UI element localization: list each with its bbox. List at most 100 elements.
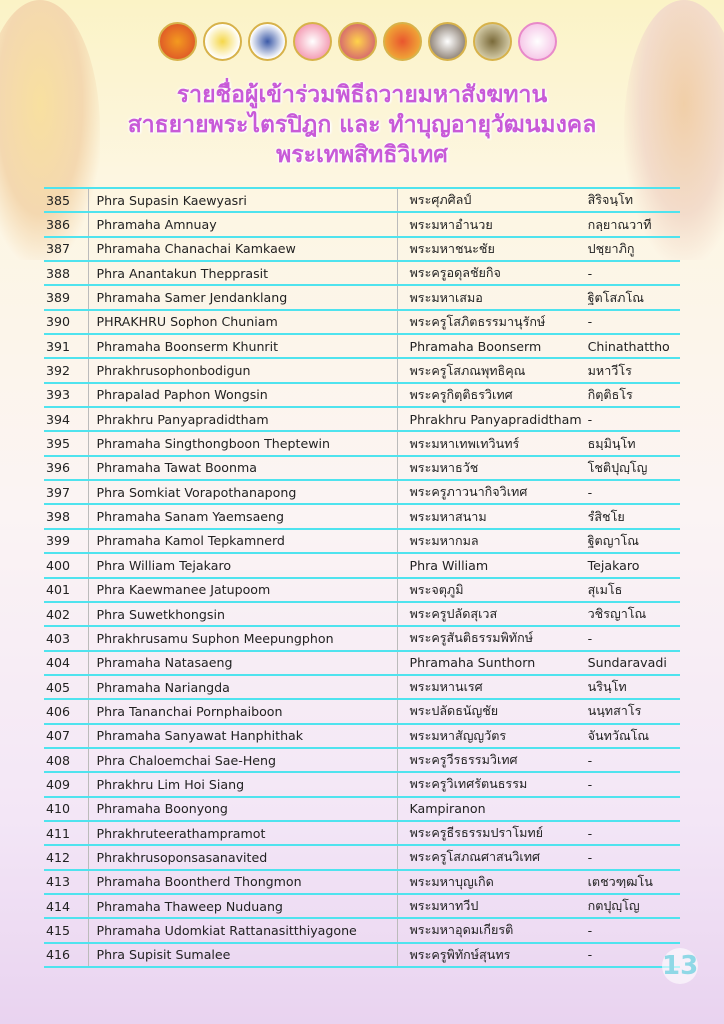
thai-name: พระมหาสนาม <box>397 504 582 530</box>
english-name: Phramaha Boonyong <box>88 796 398 822</box>
row-number: 403 <box>44 626 89 652</box>
pali-name: ธมฺมินฺโท <box>581 431 680 457</box>
thai-name: พระมหาเสมอ <box>397 285 582 311</box>
logo-emblem <box>293 22 332 61</box>
english-name: Phramaha Udomkiat Rattanasitthiyagone <box>88 918 398 944</box>
pali-name: นนฺทสาโร <box>581 699 680 725</box>
pali-name: Tejakaro <box>581 553 680 579</box>
row-number: 391 <box>44 334 89 360</box>
organization-logos <box>158 22 557 61</box>
table-row: 398 Phramaha Sanam Yaemsaeng พระมหาสนาม รํส… <box>44 504 680 530</box>
thai-name: พระมหากมล <box>397 528 582 555</box>
pali-name: จันทวัณโณ <box>581 723 680 749</box>
english-name: Phrakhru Lim Hoi Siang <box>88 772 398 798</box>
table-row: 390 PHRAKHRU Sophon Chuniam พระครูโสภิตธรร… <box>44 309 680 336</box>
pali-name: - <box>581 747 680 774</box>
thai-name: พระครูภาวนากิจวิเทศ <box>397 480 582 506</box>
table-row: 405 Phramaha Nariangda พระมหานเรศ นรินฺโท <box>44 674 680 701</box>
row-number: 393 <box>44 382 89 409</box>
english-name: Phra Kaewmanee Jatupoom <box>88 577 398 603</box>
thai-name: พระครูธีรธรรมปราโมทย์ <box>397 820 582 847</box>
row-number: 397 <box>44 480 89 506</box>
pali-name: - <box>581 309 680 336</box>
english-name: Phramaha Sanyawat Hanphithak <box>88 723 398 749</box>
english-name: Phramaha Kamol Tepkamnerd <box>88 528 398 555</box>
pali-name: ฐิตโสภโณ <box>581 285 680 311</box>
thai-name: Phra William <box>397 553 582 579</box>
english-name: Phra Supasin Kaewyasri <box>88 186 398 214</box>
pali-name: Chinathattho <box>581 334 680 360</box>
pali-name: - <box>581 918 680 944</box>
logo-emblem <box>203 22 242 61</box>
logo-emblem <box>338 22 377 61</box>
english-name: Phra Anantakun Thepprasit <box>88 261 398 287</box>
row-number: 392 <box>44 358 89 384</box>
table-row: 409 Phrakhru Lim Hoi Siang พระครูวิเทศรัตน… <box>44 772 680 798</box>
logo-emblem <box>158 22 197 61</box>
pali-name: กลฺยาณวาที <box>581 212 680 238</box>
thai-name: พระมหาทวีป <box>397 893 582 920</box>
pali-name: - <box>581 772 680 798</box>
page-number: 13 <box>662 948 698 984</box>
english-name: PHRAKHRU Sophon Chuniam <box>88 309 398 336</box>
pali-name: - <box>581 261 680 287</box>
thai-name: พระมหาบุญเกิด <box>397 869 582 895</box>
english-name: Phrakhruteerathampramot <box>88 820 398 847</box>
row-number: 386 <box>44 212 89 238</box>
english-name: Phra William Tejakaro <box>88 553 398 579</box>
table-row: 389 Phramaha Samer Jendanklang พระมหาเสมอฐ… <box>44 285 680 311</box>
table-row: 393 Phrapalad Paphon Wongsin พระครูกิตฺติธ… <box>44 382 680 409</box>
english-name: Phramaha Singthongboon Theptewin <box>88 431 398 457</box>
thai-name: พระครูโสภิตธรรมานุรักษ์ <box>397 309 582 336</box>
english-name: Phra Chaloemchai Sae-Heng <box>88 747 398 774</box>
table-row: 391 Phramaha Boonserm Khunrit Phramaha Boo… <box>44 334 680 360</box>
pali-name: - <box>581 845 680 871</box>
thai-name: พระครูโสภณศาสนวิเทศ <box>397 845 582 871</box>
thai-name: พระมหาอุดมเกียรติ <box>397 918 582 944</box>
thai-name: พระครูสันติธรรมพิทักษ์ <box>397 626 582 652</box>
pali-name: ฐิตญาโณ <box>581 528 680 555</box>
title-line-3: พระเทพสิทธิวิเทศ <box>276 142 448 168</box>
row-number: 388 <box>44 261 89 287</box>
pali-name: - <box>581 626 680 652</box>
thai-name: พระมหาอำนวย <box>397 212 582 238</box>
thai-name: พระมหานเรศ <box>397 674 582 701</box>
table-row: 385 Phra Supasin Kaewyasri พระศุภศิลป์ สิริ… <box>44 186 680 214</box>
thai-name: Phramaha Boonserm <box>397 334 582 360</box>
english-name: Phra Somkiat Vorapothanapong <box>88 480 398 506</box>
participants-table: 385 Phra Supasin Kaewyasri พระศุภศิลป์ สิริ… <box>44 186 680 969</box>
logo-emblem <box>383 22 422 61</box>
table-row: 386 Phramaha Amnuay พระมหาอำนวย กลฺยาณวาที <box>44 212 680 238</box>
pali-name: กตปุญฺโญ <box>581 893 680 920</box>
table-row: 399 Phramaha Kamol Tepkamnerd พระมหากมล ฐิต… <box>44 528 680 555</box>
table-row: 403 Phrakhrusamu Suphon Meepungphon พระครู… <box>44 626 680 652</box>
pali-name: มหาวีโร <box>581 358 680 384</box>
logo-emblem <box>518 22 557 61</box>
table-row: 394 Phrakhru Panyapradidtham Phrakhru Pany… <box>44 407 680 433</box>
row-number: 414 <box>44 893 89 920</box>
row-number: 390 <box>44 309 89 336</box>
table-row: 395 Phramaha Singthongboon Theptewin พระมห… <box>44 431 680 457</box>
english-name: Phramaha Nariangda <box>88 674 398 701</box>
english-name: Phramaha Natasaeng <box>88 650 398 676</box>
table-row: 388 Phra Anantakun Thepprasit พระครูอดุลชั… <box>44 261 680 287</box>
english-name: Phramaha Chanachai Kamkaew <box>88 236 398 263</box>
pali-name: วชิรญาโณ <box>581 601 680 628</box>
table-row: 413 Phramaha Boontherd Thongmon พระมหาบุญเ… <box>44 869 680 895</box>
table-row: 415 Phramaha Udomkiat Rattanasitthiyagone… <box>44 918 680 944</box>
table-row: 406 Phra Tananchai Pornphaiboon พระปลัดธนั… <box>44 699 680 725</box>
english-name: Phramaha Amnuay <box>88 212 398 238</box>
title-line-2: สาธยายพระไตรปิฎก และ ทำบุญอายุวัฒนมงคล <box>127 112 597 138</box>
thai-name: พระปลัดธนัญชัย <box>397 699 582 725</box>
thai-name: พระศุภศิลป์ <box>397 186 582 214</box>
pali-name: - <box>581 820 680 847</box>
table-row: 404 Phramaha Natasaeng Phramaha Sunthorn Su… <box>44 650 680 676</box>
table-row: 387 Phramaha Chanachai Kamkaew พระมหาชนะชั… <box>44 236 680 263</box>
row-number: 389 <box>44 285 89 311</box>
pali-name: สุเมโธ <box>581 577 680 603</box>
thai-name: พระครูอดุลชัยกิจ <box>397 261 582 287</box>
thai-name: พระมหาชนะชัย <box>397 236 582 263</box>
pali-name: ปชฺยาภิกู <box>581 236 680 263</box>
row-number: 410 <box>44 796 89 822</box>
thai-name: พระครูปลัดสุเวส <box>397 601 582 628</box>
